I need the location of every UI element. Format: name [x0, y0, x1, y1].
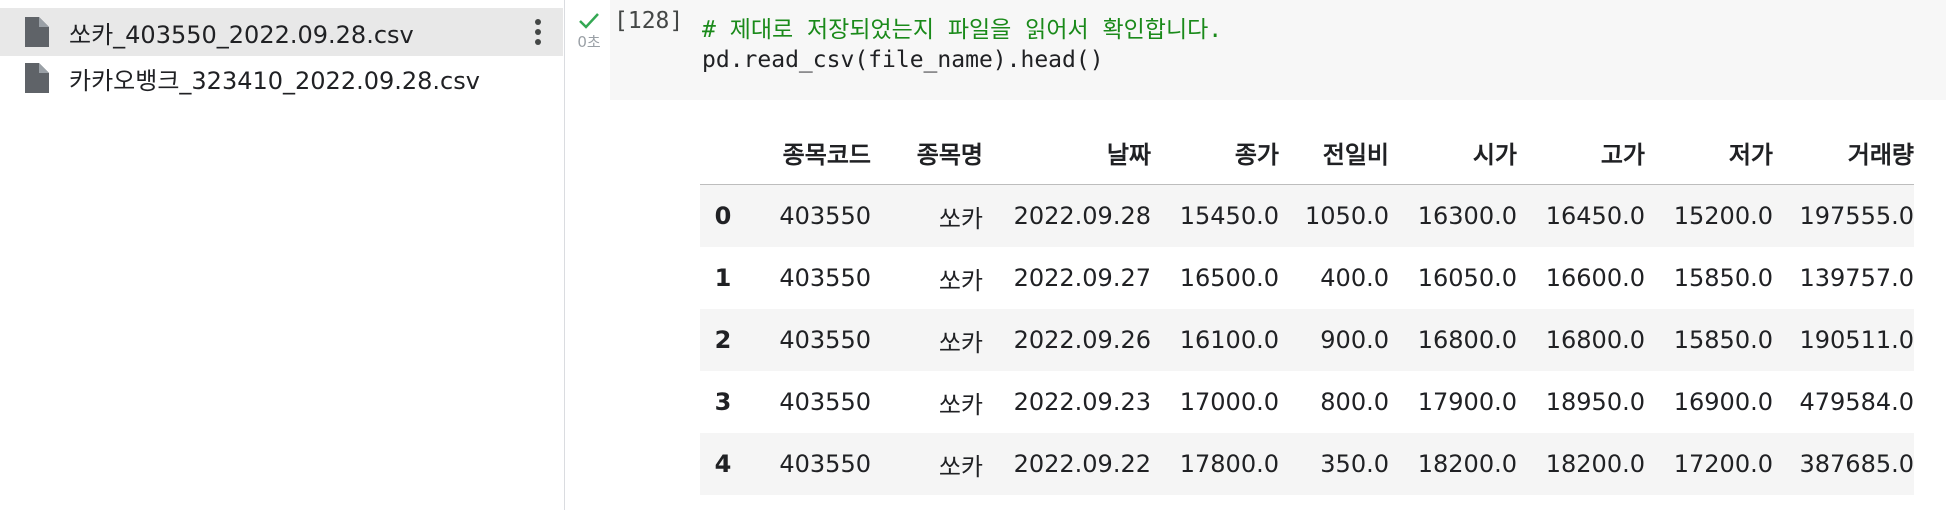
table-cell: 403550 — [779, 326, 871, 354]
table-cell: 17900.0 — [1417, 388, 1517, 416]
table-cell: 190511.0 — [1799, 326, 1914, 354]
code-cell[interactable] — [610, 0, 1946, 100]
table-cell: 900.0 — [1320, 326, 1389, 354]
column-header: 날짜 — [983, 120, 1151, 185]
table-row: 2 403550 쏘카 2022.09.26 16100.0 900.0 16800.0 16… — [700, 309, 1914, 371]
table-cell: 2022.09.28 — [1013, 202, 1151, 230]
table-cell: 16300.0 — [1417, 202, 1517, 230]
table-cell: 쏘카 — [938, 452, 983, 481]
table-cell: 139757.0 — [1799, 264, 1914, 292]
table-cell: 17200.0 — [1673, 450, 1773, 478]
check-icon — [579, 13, 599, 29]
table-cell: 쏘카 — [938, 266, 983, 295]
table-cell: 18950.0 — [1545, 388, 1645, 416]
table-cell: 16800.0 — [1545, 326, 1645, 354]
row-index: 1 — [714, 264, 732, 292]
table-cell: 쏘카 — [938, 390, 983, 419]
code-line: pd.read_csv(file_name).head() — [702, 47, 1104, 73]
column-header: 거래량 — [1773, 120, 1914, 185]
table-cell: 쏘카 — [938, 204, 983, 233]
table-cell: 2022.09.26 — [1013, 326, 1151, 354]
row-index: 3 — [714, 388, 732, 416]
table-cell: 403550 — [779, 388, 871, 416]
file-icon — [25, 63, 49, 93]
column-header: 종목명 — [871, 120, 983, 185]
cell-run-status[interactable]: 0초 — [574, 8, 604, 52]
file-name: 쏘카_403550_2022.09.28.csv — [69, 20, 414, 49]
table-body: 0 403550 쏘카 2022.09.28 15450.0 1050.0 16300.0 1… — [700, 184, 1914, 495]
table-cell: 2022.09.22 — [1013, 450, 1151, 478]
column-header: 종목코드 — [746, 120, 871, 185]
table-cell: 15850.0 — [1673, 264, 1773, 292]
table-cell: 16050.0 — [1417, 264, 1517, 292]
table-cell: 17800.0 — [1179, 450, 1279, 478]
table-cell: 15200.0 — [1673, 202, 1773, 230]
table-cell: 15850.0 — [1673, 326, 1773, 354]
file-item-socar[interactable]: 쏘카_403550_2022.09.28.csv — [0, 8, 563, 56]
more-options-icon[interactable] — [524, 12, 552, 52]
table-cell: 403550 — [779, 202, 871, 230]
dataframe-output: 종목코드 종목명 날짜 종가 전일비 시가 고가 저가 거래량 0 403550 쏘카 2022.09… — [700, 120, 1914, 495]
table-cell: 800.0 — [1320, 388, 1389, 416]
table-cell: 16600.0 — [1545, 264, 1645, 292]
table-cell: 17000.0 — [1179, 388, 1279, 416]
table-cell: 403550 — [779, 264, 871, 292]
table-header: 종목코드 종목명 날짜 종가 전일비 시가 고가 저가 거래량 — [700, 120, 1914, 185]
table-row: 3 403550 쏘카 2022.09.23 17000.0 800.0 17900.0 18… — [700, 371, 1914, 433]
index-header — [700, 120, 746, 185]
file-item-kakaobank[interactable]: 카카오뱅크_323410_2022.09.28.csv — [0, 54, 563, 102]
table-cell: 197555.0 — [1799, 202, 1914, 230]
table-cell: 15450.0 — [1179, 202, 1279, 230]
file-icon — [25, 17, 49, 47]
table-cell: 18200.0 — [1417, 450, 1517, 478]
table-cell: 403550 — [779, 450, 871, 478]
column-header: 전일비 — [1279, 120, 1389, 185]
column-header: 종가 — [1151, 120, 1279, 185]
column-header: 저가 — [1645, 120, 1773, 185]
table-cell: 400.0 — [1320, 264, 1389, 292]
table-cell: 18200.0 — [1545, 450, 1645, 478]
table-cell: 350.0 — [1320, 450, 1389, 478]
execution-count: [128] — [614, 8, 684, 34]
table-cell: 2022.09.27 — [1013, 264, 1151, 292]
row-index: 4 — [714, 450, 732, 478]
table-cell: 16800.0 — [1417, 326, 1517, 354]
table-cell: 쏘카 — [938, 328, 983, 357]
table-cell: 2022.09.23 — [1013, 388, 1151, 416]
table-cell: 16450.0 — [1545, 202, 1645, 230]
table-cell: 16100.0 — [1179, 326, 1279, 354]
table-cell: 479584.0 — [1799, 388, 1914, 416]
table-cell: 1050.0 — [1305, 202, 1389, 230]
table-row: 1 403550 쏘카 2022.09.27 16500.0 400.0 16050.0 16… — [700, 247, 1914, 309]
row-index: 2 — [714, 326, 732, 354]
file-name: 카카오뱅크_323410_2022.09.28.csv — [69, 66, 480, 95]
table-row: 0 403550 쏘카 2022.09.28 15450.0 1050.0 16300.0 1… — [700, 184, 1914, 247]
table-cell: 387685.0 — [1799, 450, 1914, 478]
table-cell: 16500.0 — [1179, 264, 1279, 292]
row-index: 0 — [714, 202, 732, 230]
execution-time: 0초 — [577, 33, 601, 51]
code-comment-line: # 제대로 저장되었는지 파일을 읽어서 확인합니다. — [702, 17, 1223, 43]
file-browser-pane: 쏘카_403550_2022.09.28.csv 카카오뱅크_323410_20… — [0, 0, 565, 510]
column-header: 시가 — [1389, 120, 1517, 185]
table-row: 4 403550 쏘카 2022.09.22 17800.0 350.0 18200.0 18… — [700, 433, 1914, 495]
column-header: 고가 — [1517, 120, 1645, 185]
table-cell: 16900.0 — [1673, 388, 1773, 416]
